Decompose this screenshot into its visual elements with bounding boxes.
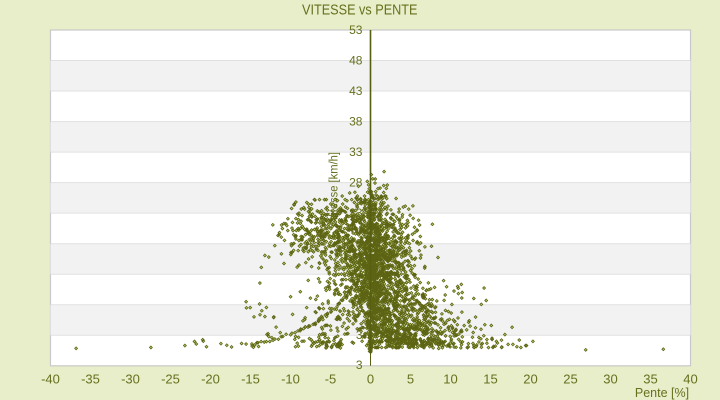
svg-text:38: 38 (349, 114, 363, 128)
svg-text:48: 48 (349, 53, 363, 67)
svg-text:28: 28 (349, 176, 363, 190)
svg-text:15: 15 (483, 372, 497, 387)
svg-text:3: 3 (356, 358, 363, 372)
svg-text:43: 43 (349, 84, 363, 98)
svg-text:0: 0 (367, 372, 374, 387)
svg-text:-15: -15 (241, 372, 260, 387)
svg-text:53: 53 (349, 23, 363, 37)
svg-text:30: 30 (603, 372, 617, 387)
svg-text:10: 10 (443, 372, 457, 387)
svg-text:25: 25 (563, 372, 577, 387)
svg-text:-30: -30 (121, 372, 140, 387)
svg-text:-10: -10 (281, 372, 300, 387)
svg-text:-25: -25 (161, 372, 180, 387)
svg-text:-20: -20 (201, 372, 220, 387)
svg-text:33: 33 (349, 145, 363, 159)
svg-text:5: 5 (407, 372, 414, 387)
svg-text:35: 35 (643, 372, 657, 387)
svg-text:-40: -40 (41, 372, 60, 387)
svg-text:-35: -35 (81, 372, 100, 387)
svg-text:3: 3 (356, 328, 363, 342)
svg-text:Pente [%]: Pente [%] (635, 386, 689, 400)
svg-text:20: 20 (523, 372, 537, 387)
svg-text:-5: -5 (325, 372, 337, 387)
svg-text:40: 40 (683, 372, 697, 387)
svg-text:VITESSE vs PENTE: VITESSE vs PENTE (302, 3, 418, 19)
